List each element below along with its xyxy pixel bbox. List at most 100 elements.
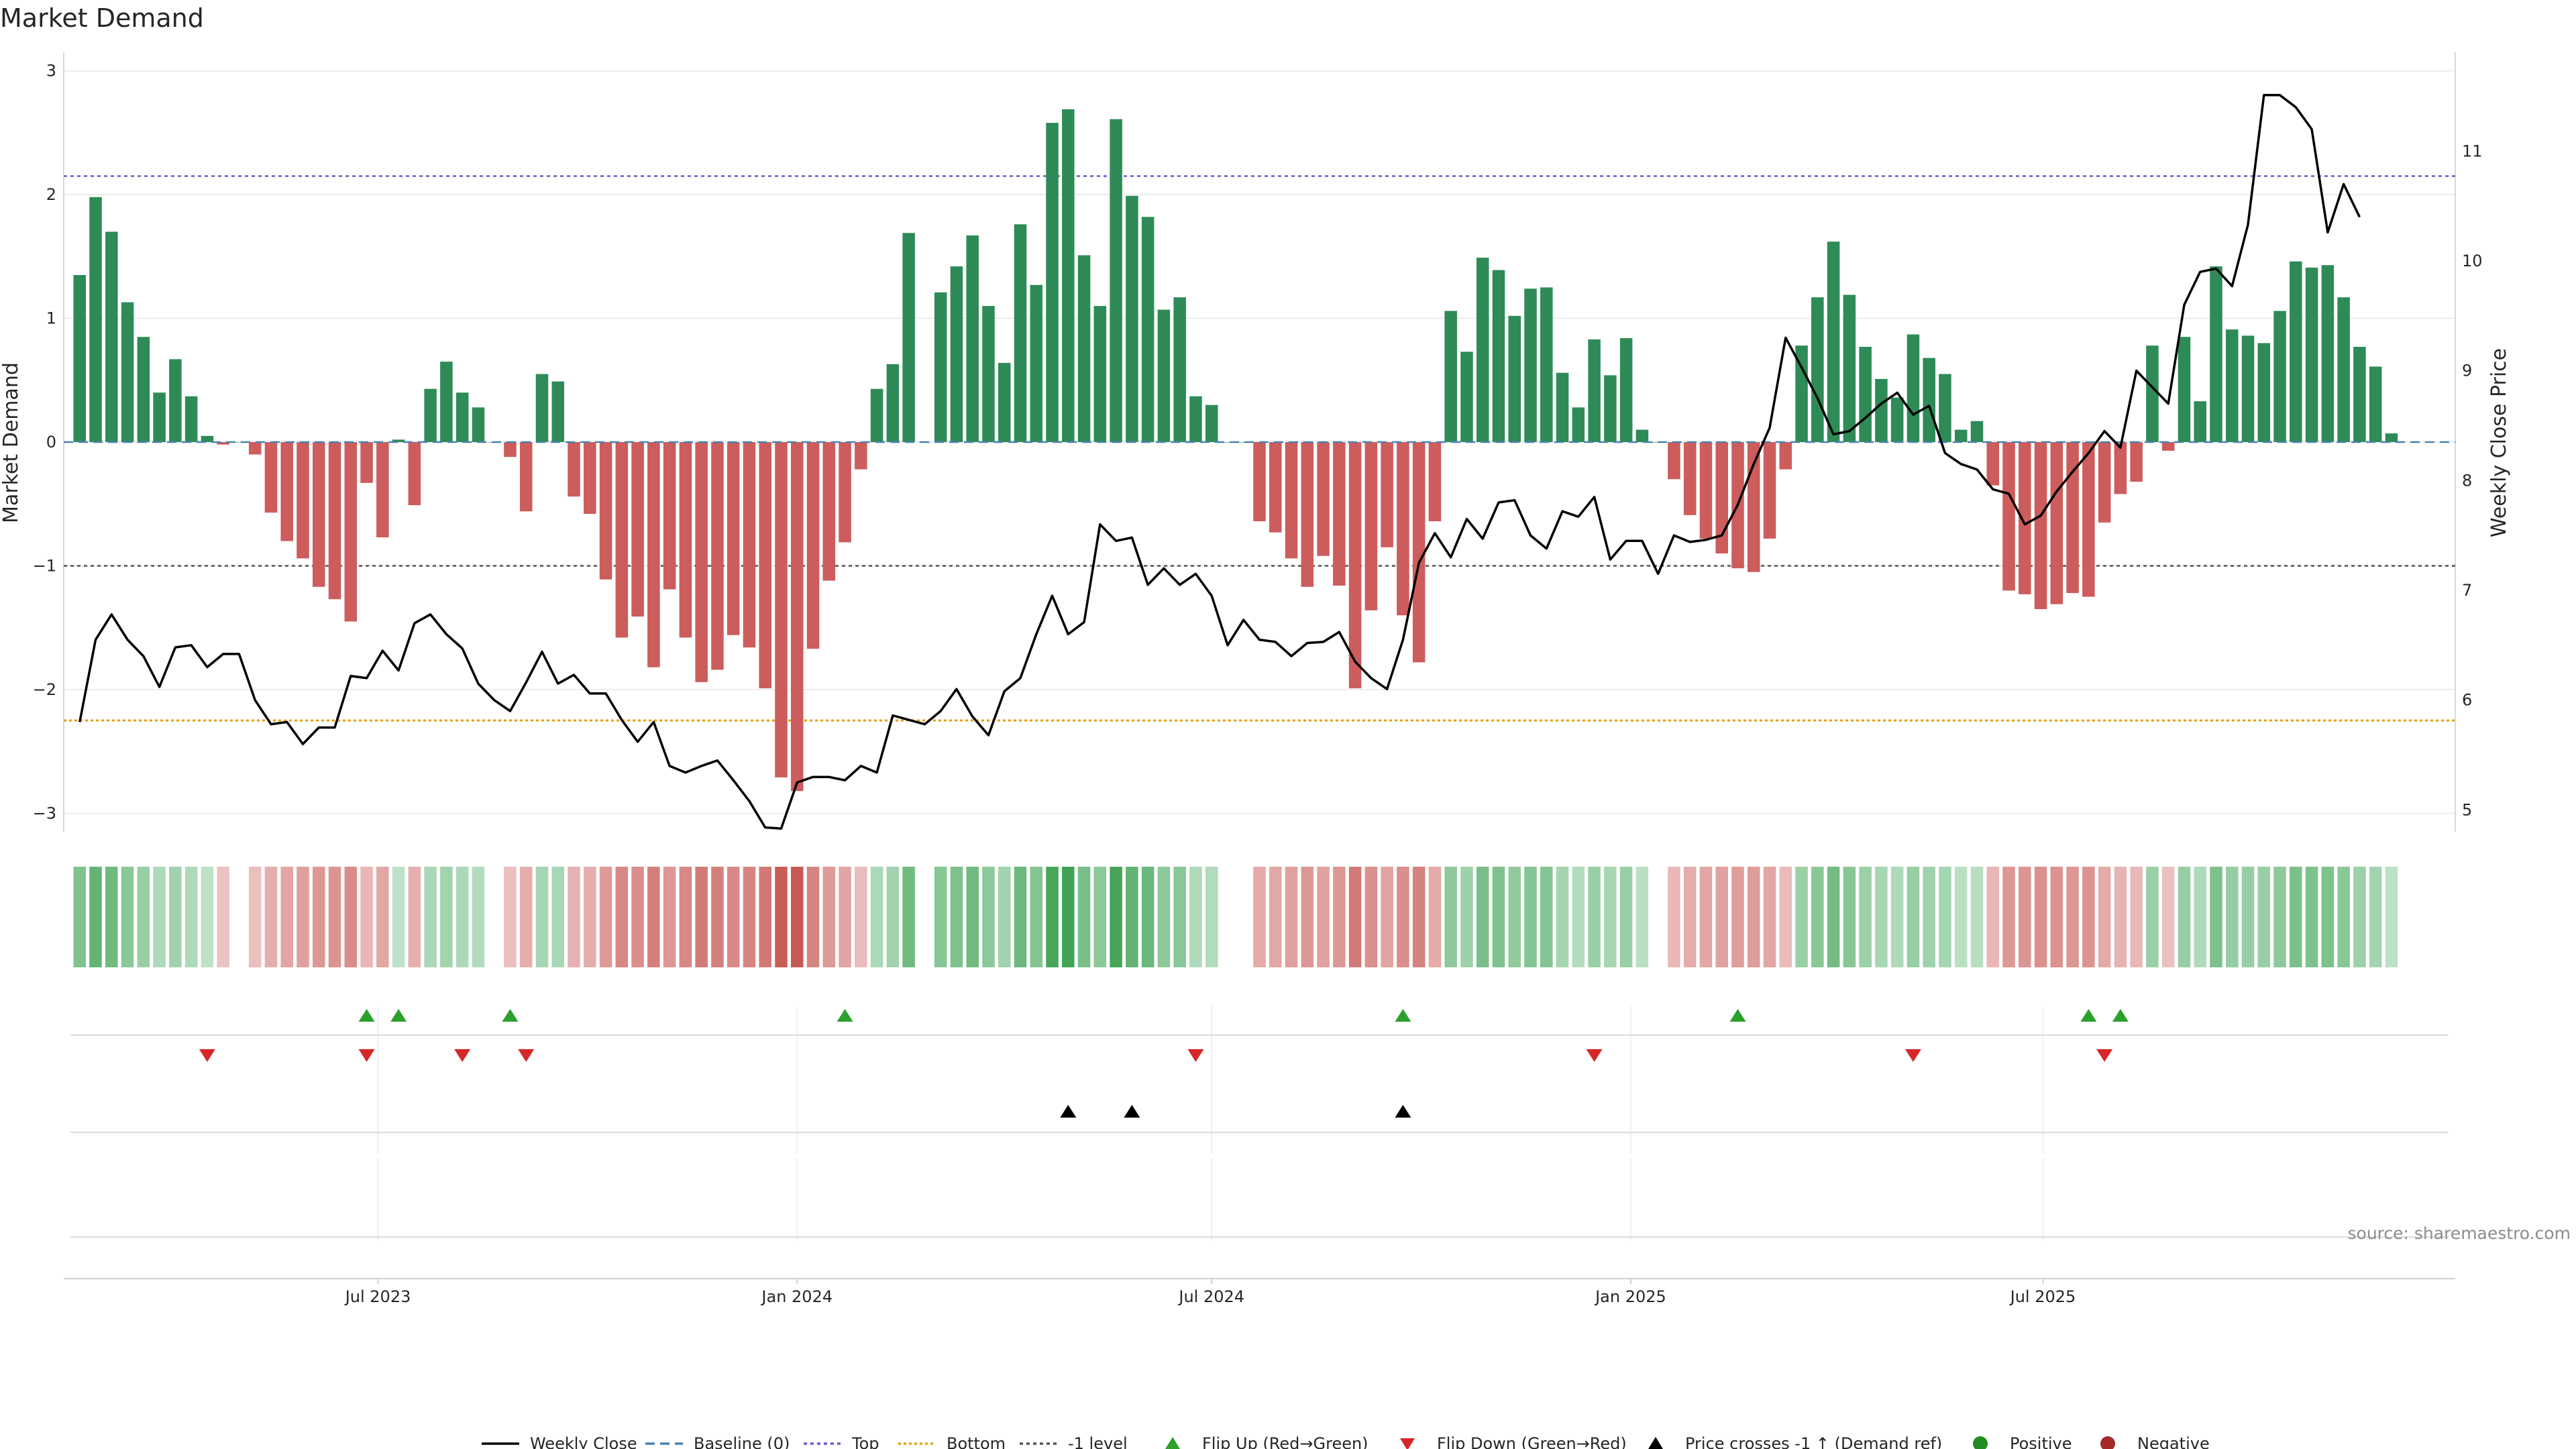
flip-up-marker: [2080, 1009, 2097, 1022]
x-axis-ticks: Jul 2023 Jan 2024 Jul 2024 Jan 2025 Jul 2025: [64, 1278, 2455, 1306]
flip-up-marker: [1395, 1009, 1411, 1022]
heat-strip-cell: [1699, 867, 1713, 967]
x-tick-label: Jan 2025: [1594, 1287, 1666, 1306]
demand-bar-negative: [1301, 442, 1314, 587]
demand-bar-positive: [1476, 258, 1489, 442]
heat-strip-cell: [631, 867, 644, 967]
heat-strip-cell: [663, 867, 676, 967]
demand-bar-positive: [1843, 294, 1856, 442]
heat-strip-cell: [1619, 867, 1633, 967]
legend-label: Bottom: [947, 1434, 1006, 1449]
heat-strip-cell: [1428, 867, 1442, 967]
flip-up-marker: [502, 1009, 519, 1022]
heat-strip-cell: [1030, 867, 1043, 967]
heat-strip-cell: [551, 867, 565, 967]
heat-strip-cell: [615, 867, 629, 967]
heat-strip-cell: [121, 867, 134, 967]
demand-bar-positive: [2369, 366, 2382, 442]
heat-strip-cell: [1572, 867, 1585, 967]
heat-strip-cell: [440, 867, 453, 967]
demand-bar-positive: [2273, 311, 2286, 442]
demand-bar-positive: [89, 197, 102, 442]
demand-bar-positive: [1173, 297, 1186, 442]
demand-bar-positive: [1588, 339, 1601, 442]
heat-strip-cell: [806, 867, 820, 967]
demand-bar-positive: [1077, 255, 1091, 442]
heat-strip-cell: [1093, 867, 1107, 967]
demand-bar-positive: [121, 302, 134, 442]
demand-bar-positive: [1126, 195, 1138, 442]
heat-strip-cell: [455, 867, 469, 967]
demand-bar-positive: [998, 362, 1011, 442]
demand-bar-positive: [105, 231, 118, 442]
y-tick-label: 1: [46, 309, 56, 328]
price-cross-marker: [1124, 1105, 1140, 1118]
heat-strip-cell: [2098, 867, 2111, 967]
heat-strip-cell: [424, 867, 437, 967]
demand-bar-positive: [1939, 374, 1951, 442]
legend-item: Bottom: [898, 1434, 1006, 1449]
heat-strip-cell: [695, 867, 708, 967]
right-axis-ticks: 11 10 9 8 7 6 5: [2462, 142, 2483, 819]
heat-strip-cell: [1205, 867, 1218, 967]
demand-bar-negative: [1269, 442, 1282, 533]
demand-bar-negative: [1763, 442, 1776, 539]
heat-strip-cell: [1715, 867, 1729, 967]
heat-strip-cell: [1604, 867, 1617, 967]
heat-strip-cell: [1173, 867, 1186, 967]
demand-bar-negative: [297, 442, 309, 559]
demand-bar-positive: [1619, 338, 1633, 442]
demand-bar-negative: [727, 442, 740, 635]
heat-strip-cell: [855, 867, 867, 967]
legend-label: -1 level: [1068, 1434, 1128, 1449]
legend-label: Negative: [2137, 1434, 2210, 1449]
flip-up-marker: [837, 1009, 853, 1022]
legend-swatch: [1648, 1437, 1663, 1449]
demand-bar-negative: [2161, 442, 2175, 451]
chart-title: Market Demand: [0, 3, 204, 33]
legend-item: Weekly Close: [482, 1434, 637, 1449]
demand-bar-negative: [1412, 442, 1426, 663]
heat-strip-cell: [328, 867, 341, 967]
heat-strip-cell: [1683, 867, 1697, 967]
demand-bar-negative: [280, 442, 294, 541]
heat-strip-cell: [1110, 867, 1122, 967]
demand-bar-positive: [1460, 352, 1473, 442]
demand-bar-positive: [1604, 375, 1617, 442]
legend-item: Price crosses -1 ↑ (Demand ref): [1648, 1434, 1942, 1449]
legend-item: Baseline (0): [645, 1434, 790, 1449]
demand-bar-positive: [2194, 401, 2207, 442]
heat-strip-cell: [1890, 867, 1904, 967]
demand-bar-negative: [264, 442, 278, 513]
heat-strip-cell: [2130, 867, 2143, 967]
demand-bar-positive: [1205, 405, 1218, 442]
flip-up-marker: [2112, 1009, 2129, 1022]
demand-bar-negative: [584, 442, 596, 514]
heat-strip-cell: [2385, 867, 2398, 967]
heat-strip-cell: [2210, 867, 2222, 967]
heat-strip-cell: [392, 867, 405, 967]
heat-strip-cell: [1046, 867, 1059, 967]
heat-strip-cell: [790, 867, 804, 967]
heat-strip-cell: [1811, 867, 1824, 967]
demand-bar-positive: [1540, 287, 1553, 442]
demand-bar-negative: [2114, 442, 2127, 494]
demand-bar-positive: [1970, 421, 1984, 442]
demand-bar-negative: [408, 442, 421, 506]
demand-bar-positive: [2257, 343, 2271, 442]
demand-bar-positive: [1875, 378, 1888, 442]
heat-strip-cell: [344, 867, 358, 967]
heat-strip-cell: [153, 867, 166, 967]
heat-strip-cell: [2002, 867, 2015, 967]
heat-strip-cell: [2273, 867, 2286, 967]
demand-bar-positive: [440, 362, 453, 442]
demand-bar-positive: [137, 337, 150, 442]
demand-bar-negative: [519, 442, 533, 512]
heat-strip-cell: [2034, 867, 2047, 967]
heat-strip-cell: [408, 867, 421, 967]
flip-down-marker: [358, 1049, 375, 1062]
demand-bar-positive: [2241, 335, 2255, 442]
heat-strip-cell: [312, 867, 325, 967]
demand-bar-positive: [1923, 358, 1935, 442]
demand-bar-negative: [2019, 442, 2031, 594]
